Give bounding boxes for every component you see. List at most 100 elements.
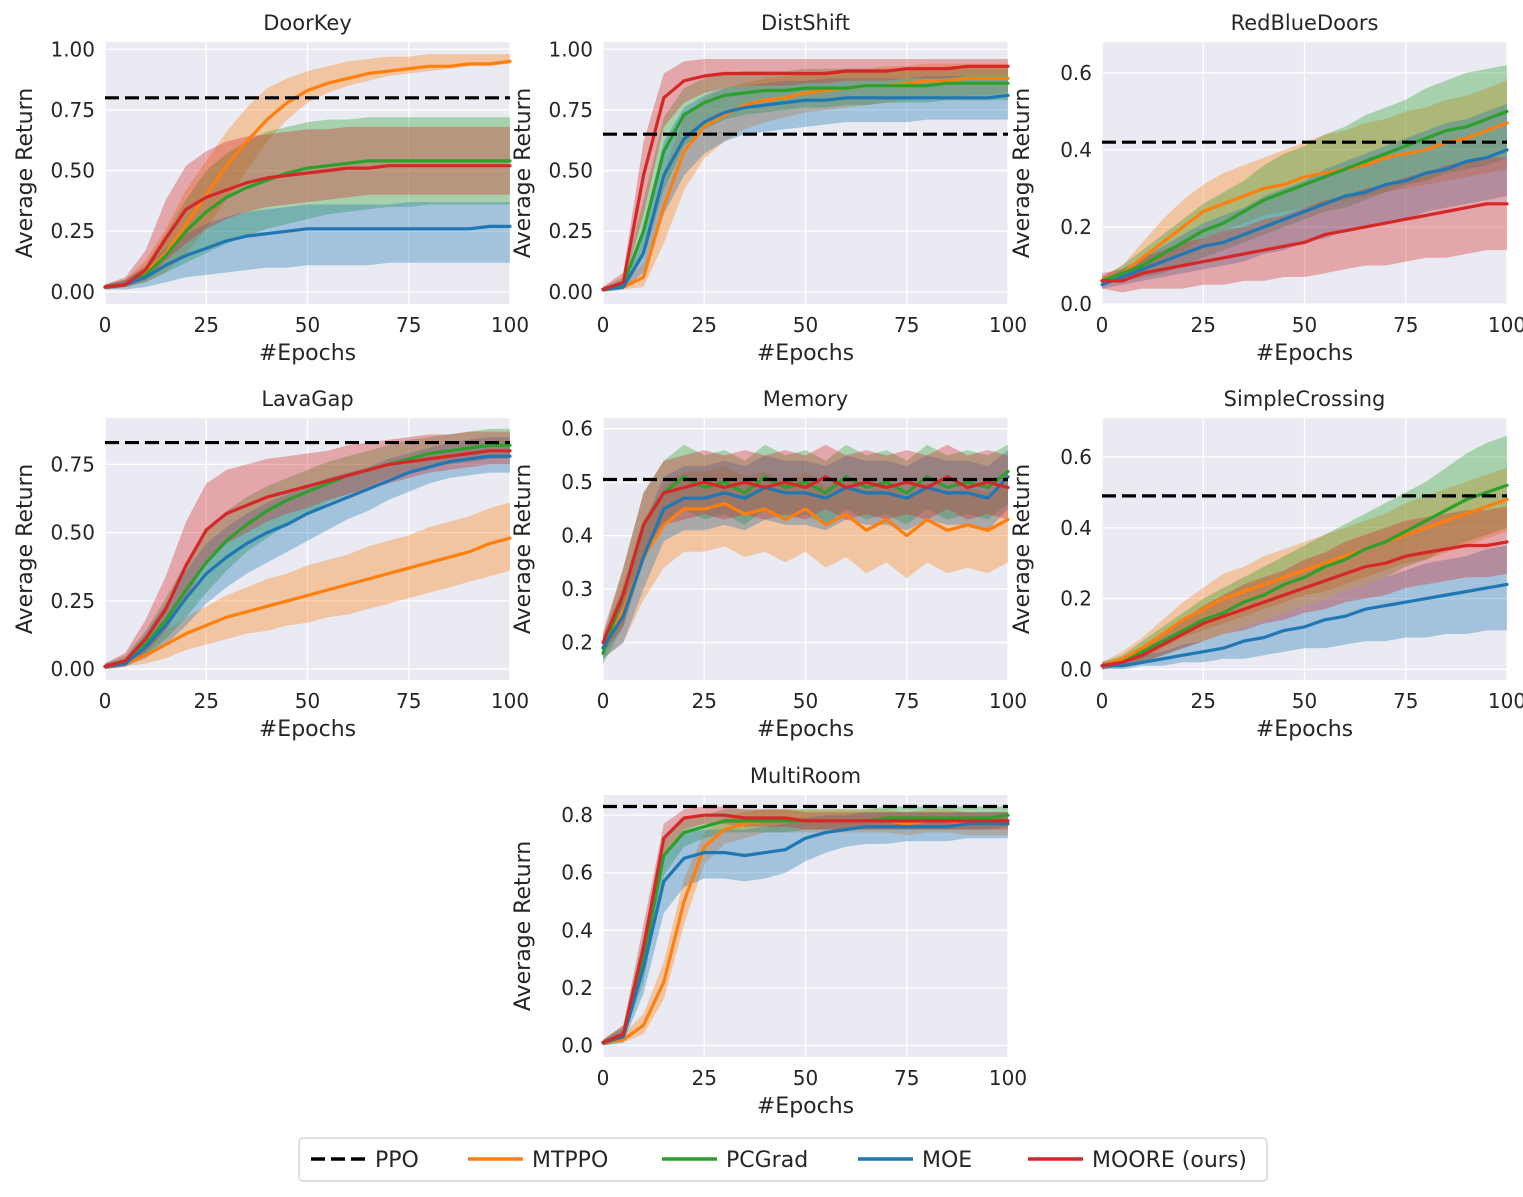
band-moe — [1102, 103, 1507, 289]
series-line-pcgrad — [601, 81, 1010, 291]
x-axis-label: #Epochs — [757, 717, 854, 742]
y-tick-label: 0.0 — [1060, 657, 1092, 681]
x-tick-label: 75 — [396, 689, 421, 713]
y-tick-label: 0.00 — [50, 280, 95, 304]
y-tick-label: 0.00 — [50, 657, 95, 681]
x-tick-label: 0 — [1096, 689, 1109, 713]
series-line-moe — [601, 475, 1010, 650]
y-tick-label: 0.6 — [1060, 445, 1092, 469]
x-tick-label: 25 — [692, 313, 717, 337]
series-line-mtppo — [103, 536, 512, 669]
y-tick-label: 0.0 — [1060, 292, 1092, 316]
series-line-moe — [1100, 148, 1509, 287]
y-axis-label: Average Return — [13, 464, 38, 634]
panel-title: MultiRoom — [750, 764, 861, 788]
x-tick-label: 0 — [597, 1066, 610, 1090]
band-mtppo — [105, 502, 510, 670]
x-tick-label: 100 — [989, 1066, 1027, 1090]
x-tick-label: 0 — [597, 689, 610, 713]
x-tick-label: 75 — [894, 689, 919, 713]
y-axis-label: Average Return — [1010, 88, 1035, 258]
x-tick-label: 50 — [793, 1066, 818, 1090]
series-line-pcgrad — [1100, 483, 1509, 668]
legend-label-moore: MOORE (ours) — [1092, 1148, 1247, 1173]
band-moe — [105, 202, 510, 290]
x-tick-label: 0 — [597, 313, 610, 337]
band-mtppo — [1102, 80, 1507, 285]
y-tick-label: 0.6 — [1060, 61, 1092, 85]
y-tick-label: 1.00 — [50, 37, 95, 61]
y-tick-label: 0.2 — [561, 976, 593, 1000]
series-line-pcgrad — [601, 469, 1010, 655]
x-tick-label: 75 — [894, 1066, 919, 1090]
y-axis-label: Average Return — [13, 88, 38, 258]
x-tick-label: 100 — [989, 689, 1027, 713]
band-moore — [105, 431, 510, 670]
panel-title: DoorKey — [263, 11, 352, 35]
band-moe — [603, 450, 1008, 659]
panel-redbluedoors: 0 25 50 75 100 0.0 0.2 0.4 0.6 #Epochs Average Ret… — [1010, 11, 1523, 366]
x-tick-label: 25 — [194, 689, 219, 713]
series-line-pcgrad — [103, 159, 512, 289]
y-tick-label: 0.5 — [561, 470, 593, 494]
x-tick-label: 75 — [894, 313, 919, 337]
x-axis-label: #Epochs — [259, 341, 356, 366]
x-tick-label: 100 — [989, 313, 1027, 337]
series-line-mtppo — [1100, 121, 1509, 283]
y-tick-label: 1.00 — [548, 37, 593, 61]
y-tick-label: 0.50 — [50, 521, 95, 545]
panel-simplecrossing: 0 25 50 75 100 0.0 0.2 0.4 0.6 #Epochs Average Ret… — [1010, 387, 1523, 742]
y-tick-label: 0.2 — [1060, 215, 1092, 239]
band-mtppo — [105, 54, 510, 290]
x-tick-label: 25 — [692, 689, 717, 713]
panel-title: RedBlueDoors — [1231, 11, 1379, 35]
y-tick-label: 0.50 — [50, 159, 95, 183]
y-axis-label: Average Return — [511, 88, 536, 258]
x-tick-label: 50 — [793, 689, 818, 713]
series-line-moore — [103, 164, 512, 289]
y-tick-label: 0.2 — [561, 631, 593, 655]
series-line-moe — [601, 822, 1010, 1045]
series-line-mtppo — [601, 76, 1010, 291]
x-tick-label: 0 — [1096, 313, 1109, 337]
y-tick-label: 0.4 — [561, 918, 593, 942]
x-tick-label: 25 — [1191, 313, 1216, 337]
x-tick-label: 75 — [1393, 689, 1418, 713]
x-tick-label: 100 — [1488, 689, 1523, 713]
y-tick-label: 0.8 — [561, 803, 593, 827]
legend-frame — [298, 1137, 1268, 1182]
y-axis-label: Average Return — [1010, 464, 1035, 634]
band-moe — [603, 76, 1008, 292]
panel-multiroom: 0 25 50 75 100 0.0 0.2 0.4 0.6 0.8 #Epochs Average … — [511, 764, 1027, 1119]
y-tick-label: 0.6 — [561, 417, 593, 441]
series-line-moore — [103, 449, 512, 669]
series-line-mtppo — [103, 59, 512, 289]
y-tick-label: 0.4 — [561, 524, 593, 548]
series-line-moe — [601, 93, 1010, 291]
series-line-moore — [601, 64, 1010, 291]
y-tick-label: 0.6 — [561, 861, 593, 885]
x-tick-label: 100 — [491, 689, 529, 713]
x-tick-label: 100 — [491, 313, 529, 337]
panel-title: Memory — [763, 387, 848, 411]
series-line-moore — [601, 475, 1010, 645]
x-tick-label: 50 — [295, 313, 320, 337]
x-tick-label: 0 — [99, 313, 112, 337]
series-line-pcgrad — [1100, 109, 1509, 283]
y-tick-label: 0.4 — [1060, 516, 1092, 540]
panel-title: DistShift — [761, 11, 850, 35]
band-moore — [105, 126, 510, 290]
legend-label-mtppo: MTPPO — [532, 1148, 608, 1173]
y-tick-label: 0.25 — [548, 219, 593, 243]
series-line-moore — [1100, 540, 1509, 668]
legend-label-pcgrad: PCGrad — [726, 1148, 808, 1173]
band-moore — [1102, 157, 1507, 293]
x-tick-label: 75 — [1393, 313, 1418, 337]
band-moe — [1102, 545, 1507, 670]
panel-memory: 0 25 50 75 100 0.2 0.3 0.4 0.5 0.6 #Epochs Average … — [511, 387, 1027, 742]
panel-title: SimpleCrossing — [1224, 387, 1386, 411]
y-tick-label: 0.00 — [548, 280, 593, 304]
y-tick-label: 0.4 — [1060, 138, 1092, 162]
series-line-moore — [1100, 202, 1509, 283]
